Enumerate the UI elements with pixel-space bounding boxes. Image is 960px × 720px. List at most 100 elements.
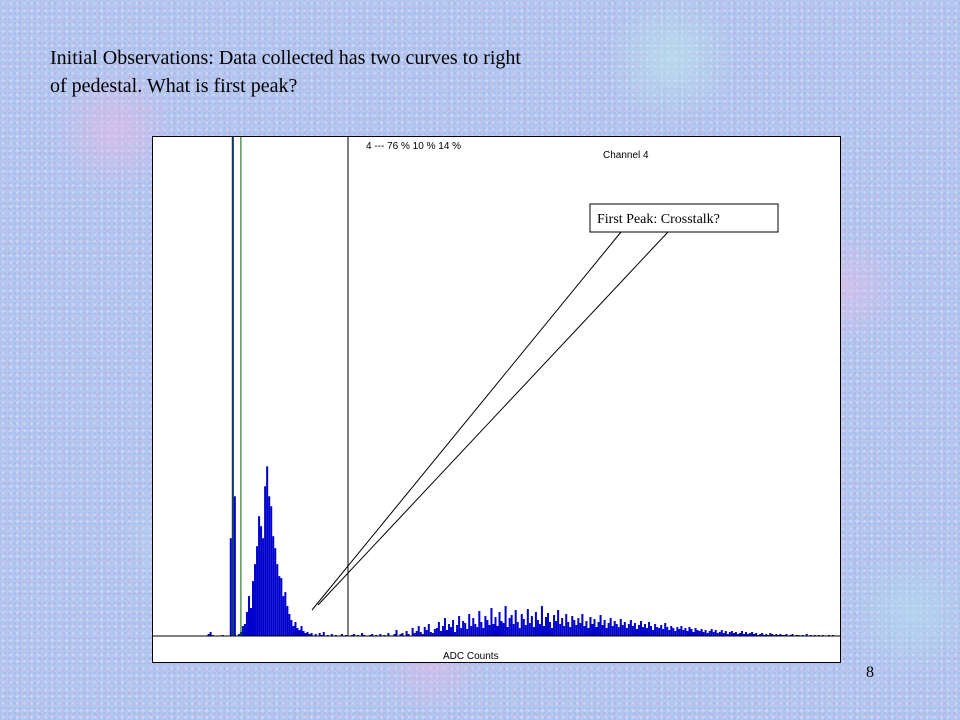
histogram-bar <box>318 633 321 636</box>
histogram-bar <box>577 618 580 636</box>
histogram-bar <box>619 619 622 636</box>
histogram-bar <box>490 608 493 636</box>
histogram-bar <box>611 626 614 636</box>
histogram-bar <box>573 620 576 636</box>
histogram-bar <box>524 625 527 636</box>
histogram-bar <box>627 624 630 636</box>
histogram-bar <box>775 634 778 636</box>
histogram-bar <box>700 629 703 636</box>
histogram-bar <box>734 632 737 636</box>
histogram-bar <box>688 627 691 636</box>
histogram-bar <box>292 626 295 636</box>
histogram-bar <box>468 614 471 636</box>
histogram-bar <box>686 631 689 636</box>
histogram-bar <box>322 632 325 636</box>
histogram-bar <box>504 606 507 636</box>
histogram-bar <box>743 634 746 636</box>
histogram-bar <box>785 634 788 636</box>
histogram-bar <box>423 627 426 636</box>
histogram-bar <box>274 548 277 636</box>
histogram-bar <box>288 614 291 636</box>
histogram-bar <box>621 625 624 636</box>
histogram-bar <box>419 632 422 636</box>
histogram-bar <box>254 564 257 636</box>
histogram-bar <box>441 626 444 636</box>
histogram-bar <box>745 632 748 636</box>
histogram-bar <box>518 628 521 636</box>
histogram-bar <box>270 506 273 636</box>
histogram-bar <box>245 612 248 636</box>
histogram-bar <box>340 634 343 636</box>
x-axis-label: ADC Counts <box>443 651 499 662</box>
histogram-bar <box>722 633 725 636</box>
histogram-bar <box>738 633 741 636</box>
histogram-bar <box>698 631 701 636</box>
histogram-bar <box>599 615 602 636</box>
histogram-bar <box>482 628 485 636</box>
histogram-bar <box>702 632 705 636</box>
histogram-bar <box>728 632 731 636</box>
histogram-bar <box>607 623 610 636</box>
histogram-bar <box>603 620 606 636</box>
histogram-bar <box>769 633 772 636</box>
histogram-bar <box>260 526 263 636</box>
histogram-bar <box>417 626 420 636</box>
histogram-bar <box>736 634 739 636</box>
histogram-bar <box>706 633 709 636</box>
histogram-bar <box>609 618 612 636</box>
histogram-bar <box>450 627 453 636</box>
histogram-bar <box>256 546 259 636</box>
histogram-bar <box>330 634 333 636</box>
histogram-bar <box>641 627 644 636</box>
histogram-bar <box>395 630 398 636</box>
slide-title: Initial Observations: Data collected has… <box>50 44 650 100</box>
histogram-bar <box>639 621 642 636</box>
histogram-bar <box>563 626 566 636</box>
histogram-bar <box>454 632 457 636</box>
histogram-bar <box>712 632 715 636</box>
histogram-bar <box>666 627 669 636</box>
histogram-bar <box>516 622 519 636</box>
histogram-bar <box>296 628 299 636</box>
histogram-bar <box>264 486 267 636</box>
marker-lines <box>232 137 349 636</box>
histogram-bar <box>652 630 655 636</box>
histogram-bar <box>549 622 552 636</box>
histogram-bar <box>615 624 618 636</box>
histogram-bar <box>530 616 533 636</box>
histogram-bar <box>415 631 418 636</box>
histogram-bar <box>478 611 481 636</box>
histogram-bar <box>538 624 541 636</box>
histogram-bar <box>458 616 461 636</box>
histogram-bar <box>526 609 529 636</box>
histogram-bar <box>241 626 244 636</box>
callout: First Peak: Crosstalk? <box>311 203 779 611</box>
histogram-bar <box>512 624 515 636</box>
histogram-bar <box>730 631 733 636</box>
histogram-bar <box>670 626 673 636</box>
histogram-bar <box>371 634 374 636</box>
histogram-bar <box>633 623 636 636</box>
histogram-bar <box>542 626 545 636</box>
histogram-bar <box>425 630 428 636</box>
histogram-bar <box>658 628 661 636</box>
histogram-bar <box>771 634 774 636</box>
histogram-bar <box>278 576 281 636</box>
histogram-bar <box>561 618 564 636</box>
histogram-bar <box>452 620 455 636</box>
histogram-bar <box>443 618 446 636</box>
histogram-bar <box>635 629 638 636</box>
histogram-bar <box>435 628 438 636</box>
histogram-bar <box>791 634 794 636</box>
histogram-bar <box>751 632 754 636</box>
histogram-bar <box>805 634 808 636</box>
histogram-bar <box>648 622 651 636</box>
histogram-bar <box>510 615 513 636</box>
histogram-bar <box>747 634 750 636</box>
histogram-bar <box>439 631 442 636</box>
histogram-bar <box>302 631 305 636</box>
slide-title-line-2: of pedestal. What is first peak? <box>50 75 298 97</box>
histogram-bar <box>547 613 550 636</box>
histogram-bar <box>433 629 436 636</box>
histogram-bar <box>353 634 356 636</box>
